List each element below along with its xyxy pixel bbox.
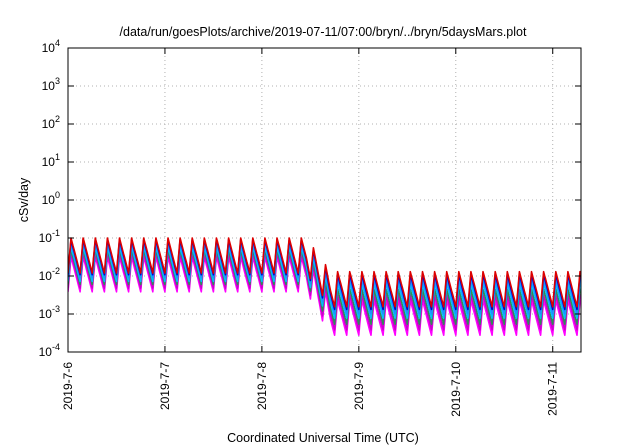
y-tick-label: 102 xyxy=(42,114,60,131)
axis-ticks xyxy=(67,47,581,353)
series-line-7 xyxy=(68,237,581,308)
series-group xyxy=(68,237,581,336)
x-axis-label: Coordinated Universal Time (UTC) xyxy=(227,431,419,445)
x-tick-labels: 2019-7-6 2019-7-7 2019-7-8 2019-7-9 2019-7-1… xyxy=(61,362,560,417)
y-tick-label: 10-1 xyxy=(39,228,60,245)
x-tick-label: 2019-7-11 xyxy=(546,362,560,416)
x-tick-label: 2019-7-7 xyxy=(158,362,172,410)
x-tick-label: 2019-7-10 xyxy=(449,362,463,417)
y-tick-label: 103 xyxy=(42,76,60,93)
chart-title: /data/run/goesPlots/archive/2019-07-11/0… xyxy=(120,25,527,39)
y-tick-label: 101 xyxy=(42,152,60,169)
y-tick-label: 10-3 xyxy=(39,304,60,321)
y-axis-label: cSv/day xyxy=(17,177,31,222)
x-tick-label: 2019-7-6 xyxy=(61,362,75,410)
y-tick-label: 10-4 xyxy=(39,342,60,359)
y-tick-label: 100 xyxy=(42,190,60,207)
y-tick-label: 104 xyxy=(42,38,60,55)
y-tick-labels: 10-4 10-3 10-2 10-1 100 101 102 103 104 xyxy=(39,38,60,359)
x-tick-label: 2019-7-8 xyxy=(255,362,269,410)
x-tick-label: 2019-7-9 xyxy=(352,362,366,410)
y-tick-label: 10-2 xyxy=(39,266,60,283)
